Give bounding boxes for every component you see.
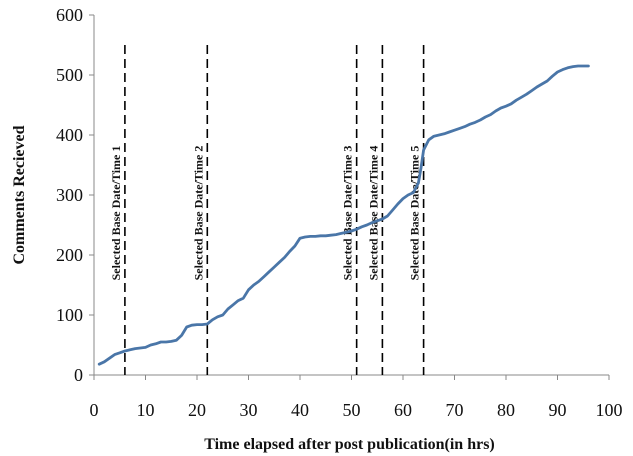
x-axis-title: Time elapsed after post publication(in h… [204,436,495,453]
y-tick-label: 300 [56,185,83,205]
y-tick-label: 600 [56,5,83,25]
x-tick-label: 80 [497,400,515,420]
base-time-marker-label: Selected Base Date/Time 1 [109,146,123,281]
y-axis-title: Comments Recieved [11,125,28,264]
x-tick-label: 30 [240,400,258,420]
x-tick-label: 100 [596,400,623,420]
base-time-marker-label: Selected Base Date/Time 4 [366,146,380,281]
base-time-markers: Selected Base Date/Time 1 Selected Base D… [109,45,425,375]
x-tick-label: 40 [291,400,309,420]
x-tick-label: 20 [188,400,206,420]
x-tick-label: 90 [549,400,567,420]
x-tick-label: 60 [394,400,412,420]
y-tick-label: 100 [56,305,83,325]
y-tick-label: 0 [74,365,83,385]
base-time-marker-label: Selected Base Date/Time 5 [408,146,422,281]
x-tick-labels: 0 10 20 30 40 50 60 70 80 90 100 [90,400,623,420]
x-tick-label: 0 [90,400,99,420]
axes [89,14,610,380]
y-tick-label: 500 [56,65,83,85]
y-tick-label: 400 [56,125,83,145]
x-tick-label: 10 [137,400,155,420]
comments-series-line [97,64,590,366]
y-tick-labels: 0 100 200 300 400 500 600 [56,5,83,385]
base-time-marker-label: Selected Base Date/Time 2 [191,146,205,281]
series-group [97,64,590,366]
y-tick-label: 200 [56,245,83,265]
x-tick-label: 50 [343,400,361,420]
base-time-marker-label: Selected Base Date/Time 3 [341,146,355,281]
x-tick-label: 70 [446,400,464,420]
